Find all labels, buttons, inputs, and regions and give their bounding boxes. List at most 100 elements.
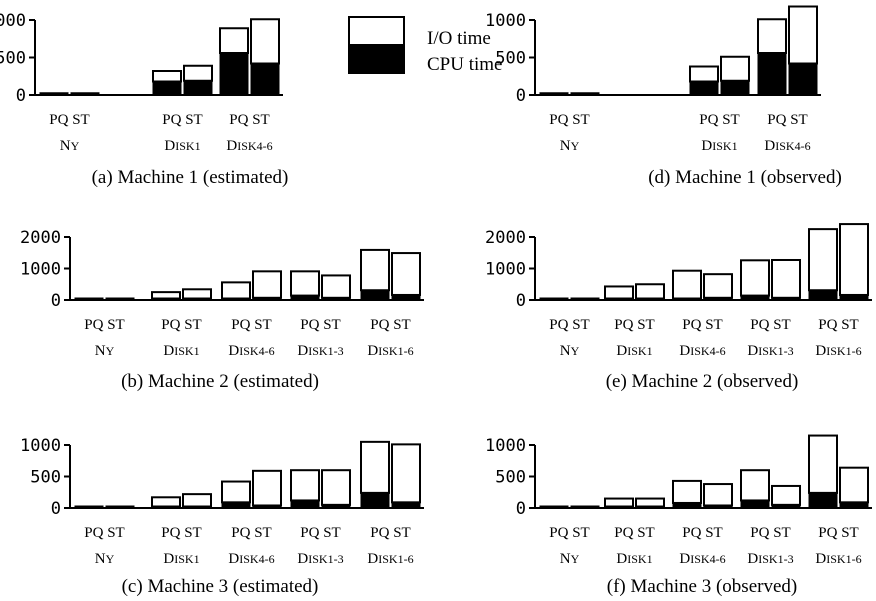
group-label-disk1: DISK1 bbox=[164, 138, 200, 154]
group-label-disk4-6: DISK4-6 bbox=[226, 138, 272, 154]
chart-caption: (f) Machine 3 (observed) bbox=[607, 576, 797, 597]
bar-cpu-ny-st bbox=[570, 92, 600, 96]
legend: I/O time CPU time bbox=[348, 16, 502, 75]
bar-cpu-disk4-6-pq bbox=[221, 297, 251, 301]
bar-cpu-ny-st bbox=[70, 92, 100, 96]
bar-cpu-disk4-6-st bbox=[703, 504, 733, 509]
bar-io-disk4-6-pq bbox=[672, 479, 702, 504]
bar-cpu-disk1-st bbox=[183, 80, 213, 96]
y-tick-label: 1000 bbox=[485, 260, 526, 280]
bar-pair-label: PQ ST bbox=[750, 317, 790, 333]
bar-io-disk1-6-st bbox=[391, 252, 421, 296]
chart-caption: (e) Machine 2 (observed) bbox=[606, 371, 799, 392]
bar-io-disk4-6-st bbox=[703, 273, 733, 299]
bar-pair-label: PQ ST bbox=[84, 317, 124, 333]
bar-io-disk4-6-st bbox=[252, 270, 282, 299]
bar-pair-label: PQ ST bbox=[229, 112, 269, 128]
bar-cpu-disk4-6-st bbox=[250, 63, 280, 96]
bar-pair-label: PQ ST bbox=[549, 112, 589, 128]
legend-io-label: I/O time bbox=[427, 28, 491, 49]
bar-io-disk1-3-pq bbox=[740, 259, 770, 297]
bar-io-disk1-st bbox=[182, 493, 212, 509]
bar-cpu-disk1-pq bbox=[604, 297, 634, 301]
bar-pair-label: PQ ST bbox=[818, 317, 858, 333]
y-tick-label: 1000 bbox=[485, 11, 526, 31]
bar-pair-label: PQ ST bbox=[49, 112, 89, 128]
bar-pair-label: PQ ST bbox=[549, 525, 589, 541]
bar-cpu-ny-pq bbox=[74, 505, 104, 509]
y-tick-label: 500 bbox=[0, 49, 26, 69]
bar-cpu-disk1-st bbox=[635, 297, 665, 301]
y-tick-label: 2000 bbox=[485, 228, 526, 248]
bar-pair-label: PQ ST bbox=[614, 525, 654, 541]
bar-io-disk1-3-st bbox=[771, 258, 801, 299]
bar-io-disk1-6-pq bbox=[808, 228, 838, 292]
group-label-ny: NY bbox=[95, 343, 115, 359]
bar-pair-label: PQ ST bbox=[300, 525, 340, 541]
bar-pair-label: PQ ST bbox=[614, 317, 654, 333]
bar-io-disk4-6-pq bbox=[672, 269, 702, 300]
bar-cpu-ny-pq bbox=[539, 505, 569, 509]
bar-cpu-disk1-6-st bbox=[391, 294, 421, 301]
legend-io-swatch bbox=[348, 16, 405, 46]
bar-io-disk1-st bbox=[183, 64, 213, 82]
bar-cpu-disk1-6-st bbox=[839, 501, 869, 509]
bar-cpu-disk1-pq bbox=[604, 505, 634, 509]
bar-io-disk4-6-st bbox=[703, 483, 733, 507]
bar-cpu-disk1-pq bbox=[151, 297, 181, 301]
bar-pair-label: PQ ST bbox=[682, 525, 722, 541]
bar-cpu-disk4-6-st bbox=[252, 297, 282, 301]
bar-pair-label: PQ ST bbox=[370, 317, 410, 333]
bar-cpu-ny-pq bbox=[539, 297, 569, 301]
bar-cpu-ny-pq bbox=[39, 92, 69, 96]
bar-pair-label: PQ ST bbox=[549, 317, 589, 333]
y-tick-label: 0 bbox=[16, 86, 26, 106]
group-label-disk1-6: DISK1-6 bbox=[367, 343, 413, 359]
group-label-disk4-6: DISK4-6 bbox=[679, 551, 725, 567]
bar-cpu-disk1-st bbox=[635, 505, 665, 509]
group-label-disk1-3: DISK1-3 bbox=[297, 343, 343, 359]
bar-cpu-disk1-6-pq bbox=[360, 289, 390, 301]
group-label-disk1-6: DISK1-6 bbox=[367, 551, 413, 567]
bar-pair-label: PQ ST bbox=[767, 112, 807, 128]
bar-pair-label: PQ ST bbox=[231, 317, 271, 333]
bar-cpu-disk1-pq bbox=[152, 81, 182, 96]
chart-caption: (a) Machine 1 (estimated) bbox=[92, 167, 289, 188]
group-label-ny: NY bbox=[95, 551, 115, 567]
bar-pair-label: PQ ST bbox=[84, 525, 124, 541]
bar-cpu-disk4-6-st bbox=[252, 504, 282, 509]
group-label-ny: NY bbox=[560, 343, 580, 359]
group-label-disk4-6: DISK4-6 bbox=[764, 138, 810, 154]
bar-cpu-disk4-6-st bbox=[703, 297, 733, 301]
bar-cpu-disk1-pq bbox=[151, 505, 181, 509]
bar-pair-label: PQ ST bbox=[370, 525, 410, 541]
y-tick-label: 1000 bbox=[20, 260, 61, 280]
chart-caption: (d) Machine 1 (observed) bbox=[648, 167, 842, 188]
bar-cpu-disk1-st bbox=[720, 80, 750, 96]
group-label-disk1-6: DISK1-6 bbox=[815, 343, 861, 359]
bar-io-disk1-3-pq bbox=[290, 270, 320, 297]
bar-io-disk1-pq bbox=[604, 285, 634, 301]
bar-io-disk4-6-st bbox=[252, 469, 282, 507]
bar-io-disk1-6-st bbox=[839, 466, 869, 504]
bar-io-disk1-6-st bbox=[839, 223, 869, 296]
bar-io-disk1-6-pq bbox=[360, 248, 390, 292]
group-label-disk1-3: DISK1-3 bbox=[747, 551, 793, 567]
group-label-disk4-6: DISK4-6 bbox=[228, 343, 274, 359]
bar-io-disk4-6-st bbox=[788, 5, 818, 65]
bar-io-disk1-3-st bbox=[321, 469, 351, 506]
group-label-disk1-3: DISK1-3 bbox=[747, 343, 793, 359]
group-label-disk1: DISK1 bbox=[616, 551, 652, 567]
bar-cpu-disk1-6-pq bbox=[808, 289, 838, 301]
bar-io-disk1-6-pq bbox=[360, 440, 390, 494]
bar-cpu-ny-pq bbox=[74, 297, 104, 301]
bar-pair-label: PQ ST bbox=[161, 525, 201, 541]
bar-pair-label: PQ ST bbox=[750, 525, 790, 541]
group-label-ny: NY bbox=[560, 551, 580, 567]
chart-panel: 0 500 1000 PQ ST NY PQ ST DISK1 PQ ST DISK4-6 (d)… bbox=[485, 5, 842, 188]
bar-io-disk1-6-pq bbox=[808, 434, 838, 494]
y-tick-label: 0 bbox=[516, 499, 526, 519]
bar-cpu-disk1-3-pq bbox=[740, 295, 770, 301]
bar-io-disk1-st bbox=[720, 55, 750, 82]
